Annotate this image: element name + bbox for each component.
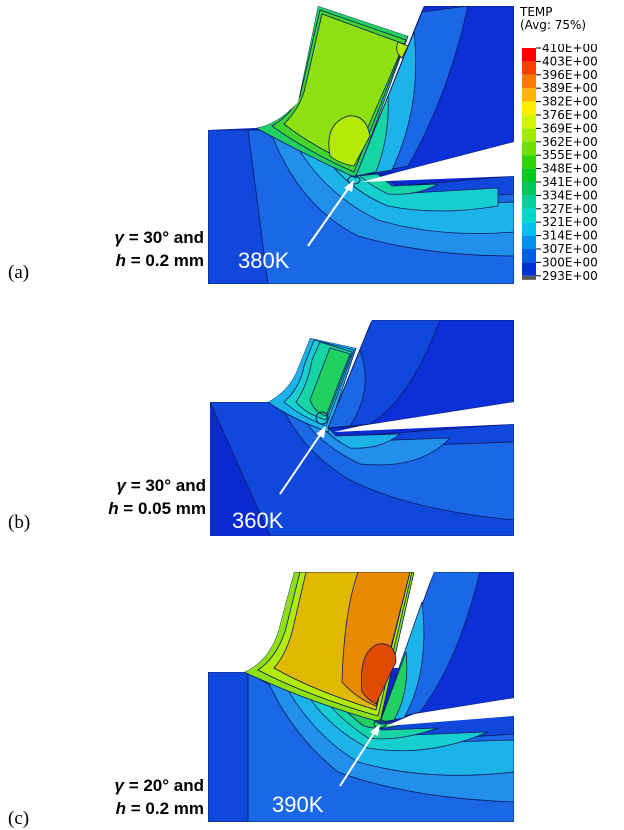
h-value: = 0.05 mm <box>118 499 206 518</box>
legend-subtitle: (Avg: 75%) <box>520 18 587 32</box>
legend-swatch <box>522 74 536 89</box>
legend-title: TEMP <box>520 5 553 19</box>
h-symbol: h <box>108 499 119 518</box>
temperature-legend: TEMP (Avg: 75%) 410E+00 403E+00 396E+00 389… <box>520 6 624 288</box>
background <box>318 6 424 36</box>
legend-swatch <box>522 128 536 142</box>
clearance-gap <box>386 698 514 726</box>
hot-spot <box>347 175 361 185</box>
background <box>208 6 318 130</box>
legend-label: 293E+00 <box>542 269 598 283</box>
legend-label: 362E+00 <box>542 135 598 149</box>
legend-label: 403E+00 <box>542 54 598 68</box>
legend-colorbar: 410E+00403E+00396E+00389E+00382E+00376E+… <box>522 44 598 283</box>
background <box>310 320 372 348</box>
contour-band <box>328 115 371 167</box>
contour-band <box>327 348 366 429</box>
legend-swatch <box>522 262 536 276</box>
legend-swatch <box>522 115 536 129</box>
legend-swatch <box>522 155 536 169</box>
clearance-gap <box>334 402 514 432</box>
panel-b: 360K γ = 30° and h = 0.05 mm (b) <box>0 310 624 542</box>
contour-band <box>355 95 389 177</box>
h-symbol: h <box>115 251 127 270</box>
pointer-arrow <box>339 729 377 787</box>
contour-band <box>360 643 397 705</box>
h-value: = 0.2 mm <box>126 251 204 270</box>
legend-label: 348E+00 <box>542 162 598 176</box>
arrow-head <box>316 426 326 438</box>
legend-label: 327E+00 <box>542 202 598 216</box>
legend-label: 410E+00 <box>542 44 598 55</box>
legend-swatch <box>522 101 536 115</box>
fe-contour-plot-c: 390K <box>208 572 514 822</box>
pointer-arrow <box>307 185 351 247</box>
max-temp-label: 380K <box>238 248 290 273</box>
contour-band <box>396 41 409 59</box>
max-temp-label: 390K <box>272 792 324 817</box>
gamma-value: = 20° and <box>123 776 204 795</box>
legend-swatch <box>522 275 536 280</box>
gamma-value: = 30° and <box>123 228 204 247</box>
contour-band <box>379 651 408 723</box>
legend-swatch <box>522 208 536 223</box>
legend-label: 369E+00 <box>542 121 598 135</box>
parameter-caption: γ = 30° and h = 0.2 mm <box>60 226 205 272</box>
hot-spot <box>315 411 329 425</box>
legend-swatch <box>522 168 536 182</box>
legend-label: 334E+00 <box>542 188 598 202</box>
legend-label: 307E+00 <box>542 242 598 256</box>
gamma-symbol: γ <box>116 476 126 495</box>
legend-label: 321E+00 <box>542 215 598 229</box>
legend-label: 300E+00 <box>542 255 598 269</box>
legend-label: 389E+00 <box>542 81 598 95</box>
legend-swatch <box>522 249 536 263</box>
legend-swatch <box>522 48 536 62</box>
legend-label: 314E+00 <box>542 229 598 243</box>
legend-swatch <box>522 141 536 156</box>
contour-band <box>341 572 411 707</box>
panel-label: (c) <box>8 808 30 829</box>
legend-swatch <box>522 88 536 102</box>
legend-swatch <box>522 222 536 236</box>
panel-c: 390K γ = 20° and h = 0.2 mm (c) <box>0 560 624 830</box>
gamma-symbol: γ <box>114 776 124 795</box>
fe-contour-plot-b: 360K <box>210 320 514 536</box>
gamma-symbol: γ <box>114 228 124 247</box>
panel-label: (a) <box>8 262 30 283</box>
legend-label: 341E+00 <box>542 175 598 189</box>
legend-label: 382E+00 <box>542 95 598 109</box>
parameter-caption: γ = 20° and h = 0.2 mm <box>60 774 205 820</box>
background <box>414 572 434 602</box>
parameter-caption: γ = 30° and h = 0.05 mm <box>60 474 206 520</box>
fe-contour-plot-a: 380K <box>208 6 514 284</box>
panel-label: (b) <box>8 512 31 533</box>
h-symbol: h <box>115 799 127 818</box>
hot-spot <box>373 719 387 729</box>
arrow-head <box>344 180 354 192</box>
legend-label: 355E+00 <box>542 148 598 162</box>
panel-a: 380K γ = 30° and h = 0.2 mm (a) <box>0 0 624 290</box>
pointer-arrow <box>279 431 323 495</box>
legend-swatch <box>522 182 536 196</box>
legend-label: 376E+00 <box>542 108 598 122</box>
legend-swatch <box>522 195 536 209</box>
h-value: = 0.2 mm <box>126 799 204 818</box>
max-temp-label: 360K <box>232 508 284 533</box>
clearance-gap <box>362 142 514 182</box>
background <box>208 572 294 672</box>
arrow-head <box>370 724 380 736</box>
background <box>210 320 310 402</box>
gamma-value: = 30° and <box>125 476 206 495</box>
legend-label: 396E+00 <box>542 68 598 82</box>
legend-swatch <box>522 235 536 249</box>
legend-swatch <box>522 61 536 75</box>
